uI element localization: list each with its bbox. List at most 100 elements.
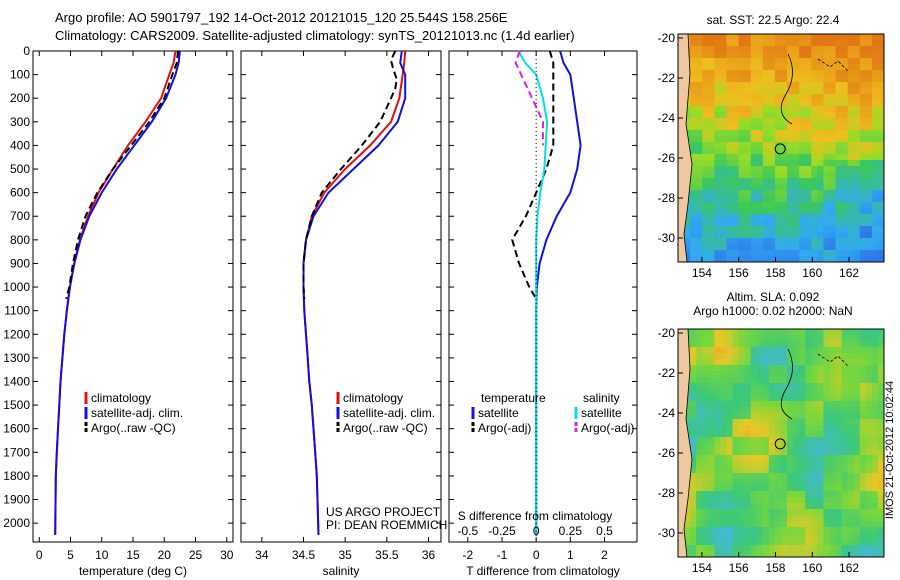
map-cell <box>847 539 855 546</box>
map-cell <box>811 76 818 83</box>
map-cell <box>817 172 824 179</box>
map-cell <box>811 449 818 456</box>
map-cell <box>738 473 746 480</box>
map-cell <box>847 431 855 438</box>
map-cell <box>696 365 703 372</box>
map-cell <box>817 395 824 402</box>
series-line-salinity-2 <box>302 50 398 299</box>
map-cell <box>756 461 764 468</box>
map-cell <box>702 533 709 540</box>
map-cell <box>720 52 727 59</box>
map-cell <box>871 401 879 408</box>
map-cell <box>684 124 691 131</box>
map-cell <box>847 256 855 263</box>
map-cell <box>732 232 739 239</box>
x-tick-label: 1 <box>567 548 574 562</box>
map-cell <box>744 214 752 221</box>
map-cell <box>811 40 818 47</box>
map-cell <box>829 160 836 167</box>
map-cell <box>738 196 746 203</box>
map-cell <box>702 94 709 101</box>
map-cell <box>799 244 806 251</box>
map-cell <box>714 52 721 59</box>
map-cell <box>696 455 703 462</box>
map-cell <box>732 389 739 396</box>
map-cell <box>877 431 885 438</box>
map-cell <box>841 473 849 480</box>
map-cell <box>841 545 849 552</box>
map-cell <box>787 509 794 516</box>
map-cell <box>738 118 746 125</box>
map-cell <box>829 64 836 71</box>
map-cell <box>690 545 697 552</box>
map-cell <box>684 545 691 552</box>
map-cell <box>744 94 752 101</box>
map-cell <box>847 214 855 221</box>
map-cell <box>811 461 818 468</box>
map-cell <box>690 401 697 408</box>
map-cell <box>708 220 715 227</box>
map-cell <box>835 377 842 384</box>
map-cell <box>799 467 806 474</box>
map-cell <box>732 118 739 125</box>
map-cell <box>714 46 721 53</box>
map-cell <box>720 124 727 131</box>
map-cell <box>811 136 818 143</box>
map-cell <box>829 256 836 263</box>
map-cell <box>762 407 770 414</box>
map-cell <box>696 214 703 221</box>
map-cell <box>774 335 782 342</box>
map-cell <box>750 407 758 414</box>
map-cell <box>738 184 746 191</box>
map-cell <box>774 473 782 480</box>
map-cell <box>877 34 885 41</box>
map-cell <box>853 419 861 426</box>
map-cell <box>829 509 836 516</box>
map-cell <box>865 220 873 227</box>
map-cell <box>793 34 800 41</box>
map-cell <box>799 172 806 179</box>
map-cell <box>835 473 842 480</box>
map-cell <box>781 413 788 420</box>
map-cell <box>859 347 867 354</box>
map-cell <box>853 208 861 215</box>
map-cell <box>841 467 849 474</box>
map-cell <box>871 88 879 95</box>
map-cell <box>853 46 861 53</box>
map-y-tick-label: -20 <box>658 326 676 340</box>
map-cell <box>847 88 855 95</box>
map-cell <box>768 106 776 113</box>
map-cell <box>817 76 824 83</box>
map-cell <box>684 521 691 528</box>
map-cell <box>690 232 697 239</box>
map-cell <box>877 244 885 251</box>
map-cell <box>702 160 709 167</box>
map-cell <box>738 503 746 510</box>
map-cell <box>859 419 867 426</box>
map-cell <box>732 136 739 143</box>
map-cell <box>750 88 758 95</box>
map-cell <box>781 455 788 462</box>
map-cell <box>750 112 758 119</box>
map-cell <box>835 106 842 113</box>
map-cell <box>732 148 739 155</box>
legend-label: satellite <box>581 406 622 420</box>
map-cell <box>811 70 818 77</box>
map-cell <box>841 329 849 336</box>
map-cell <box>744 437 752 444</box>
map-cell <box>799 455 806 462</box>
map-cell <box>738 329 746 336</box>
map-cell <box>684 244 691 251</box>
map-cell <box>823 250 830 257</box>
map-cell <box>841 250 849 257</box>
map-cell <box>756 172 764 179</box>
map-cell <box>811 34 818 41</box>
map-cell <box>732 401 739 408</box>
map-cell <box>859 238 867 245</box>
map-cell <box>738 389 746 396</box>
map-cell <box>829 100 836 107</box>
map-cell <box>787 425 794 432</box>
map-cell <box>805 112 812 119</box>
map-cell <box>799 250 806 257</box>
map-cell <box>750 124 758 131</box>
